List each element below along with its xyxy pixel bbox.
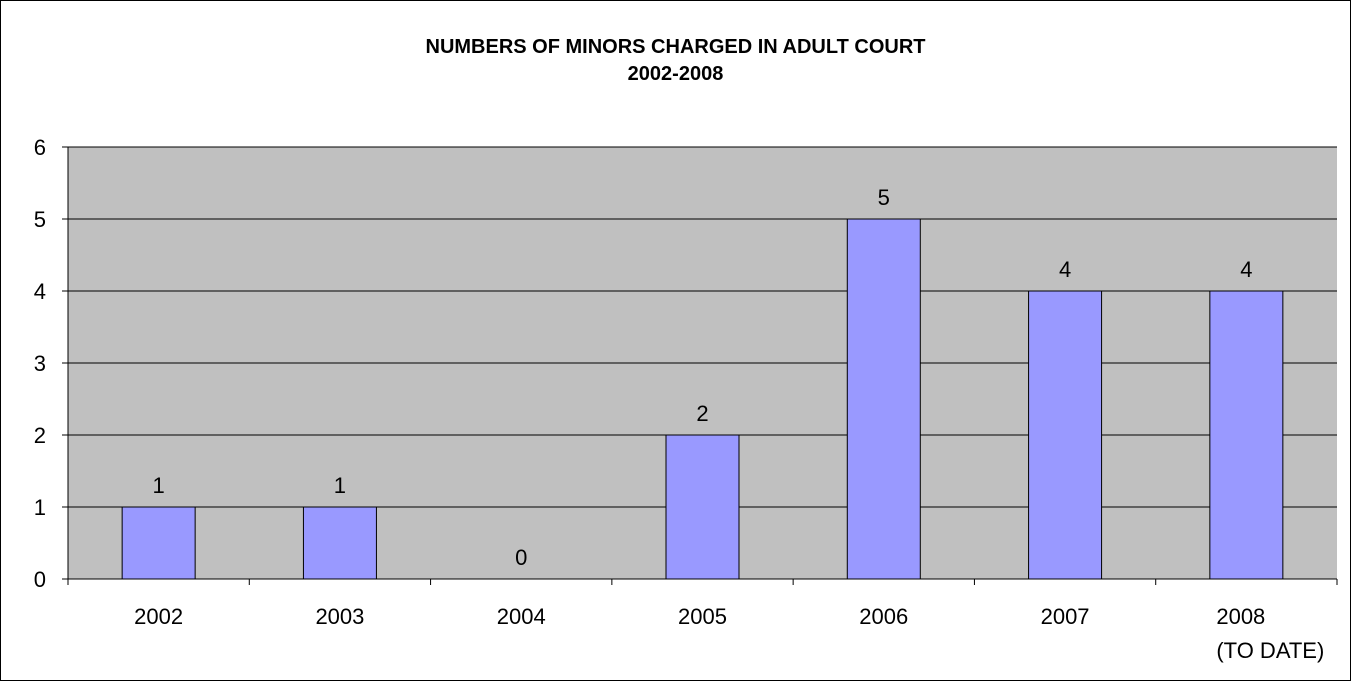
x-tick-label: 2008 [1216,604,1265,629]
bar [1209,290,1284,580]
y-tick-label: 6 [34,135,46,160]
chart-title: NUMBERS OF MINORS CHARGED IN ADULT COURT [425,36,926,58]
x-tick-label: 2003 [315,604,364,629]
x-tick-label: 2004 [497,604,546,629]
axes [62,146,1338,585]
labels: 0 1 2 3 4 5 6 1 2002 1 2003 0 2004 2 2005 5 2006 4 2007 4 20… [34,135,1325,663]
bar [302,506,377,580]
data-label: 1 [334,473,346,498]
data-label: 1 [153,473,165,498]
data-label: 2 [696,401,708,426]
data-label: 4 [1240,257,1252,282]
y-tick-label: 5 [34,207,46,232]
bars [121,218,1284,580]
y-tick-label: 4 [34,279,46,304]
x-tick-label: 2007 [1041,604,1090,629]
chart-subtitle: 2002-2008 [627,63,724,85]
bar [665,434,740,580]
data-label: 0 [515,545,527,570]
y-tick-label: 1 [34,495,46,520]
x-tick-label: 2006 [859,604,908,629]
bar [846,218,921,580]
bar [121,506,196,580]
y-tick-label: 2 [34,423,46,448]
gridlines [68,146,1337,508]
x-tick-label: 2005 [678,604,727,629]
chart-title-block: NUMBERS OF MINORS CHARGED IN ADULT COURT… [1,34,1350,88]
bar [1028,290,1103,580]
data-label: 5 [878,185,890,210]
data-label: 4 [1059,257,1071,282]
x-tick-label: 2002 [134,604,183,629]
x-tick-label: (TO DATE) [1216,638,1324,663]
y-tick-label: 3 [34,351,46,376]
y-tick-label: 0 [34,567,46,592]
